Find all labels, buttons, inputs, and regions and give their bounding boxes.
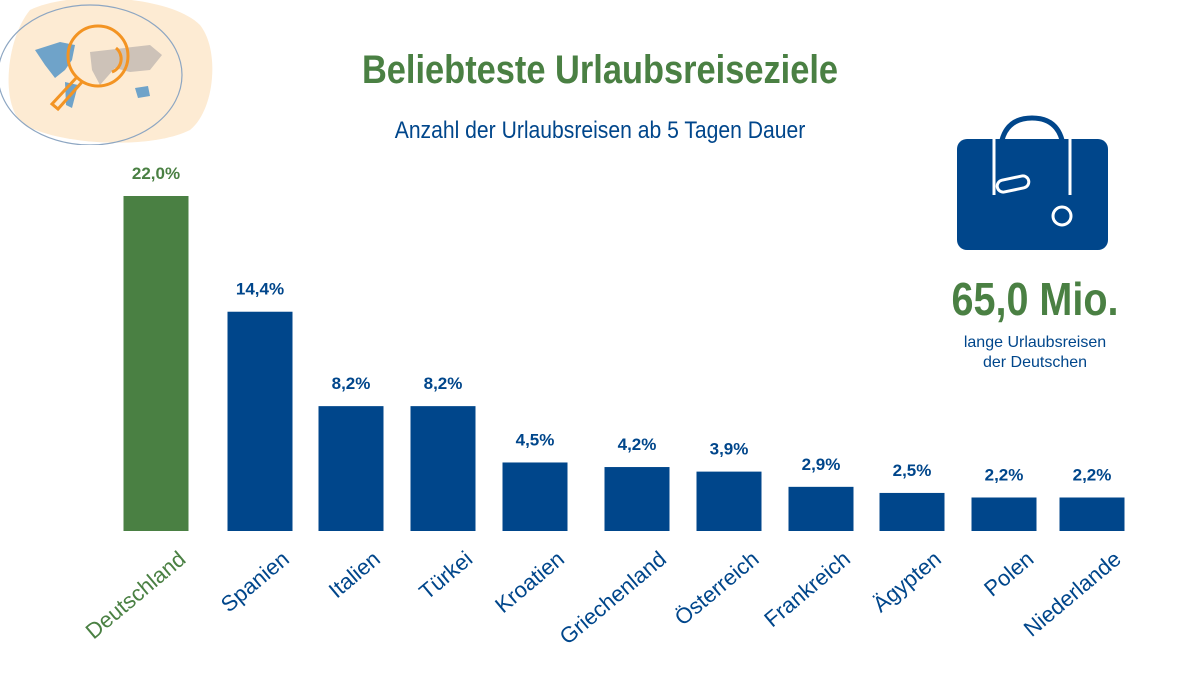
bar-polen xyxy=(971,497,1037,531)
bar-österreich xyxy=(696,471,762,531)
world-map-magnifier-icon xyxy=(0,0,213,145)
data-label: 2,5% xyxy=(893,461,932,480)
data-label: 2,2% xyxy=(1073,466,1112,485)
bar-deutschland xyxy=(123,196,189,531)
data-label: 4,5% xyxy=(516,430,555,449)
bar-ägypten xyxy=(879,492,945,531)
bar-spanien xyxy=(227,311,293,531)
data-label: 2,9% xyxy=(802,455,841,474)
total-trips-label-line1: lange Urlaubsreisen xyxy=(963,334,1107,351)
data-label: 3,9% xyxy=(710,440,749,459)
chart-subtitle: Anzahl der Urlaubsreisen ab 5 Tagen Daue… xyxy=(394,117,806,144)
data-label: 2,2% xyxy=(985,466,1024,485)
total-trips-value: 65,0 Mio. xyxy=(951,273,1119,325)
suitcase-icon xyxy=(957,115,1108,250)
data-label: 4,2% xyxy=(618,435,657,454)
bar-frankreich xyxy=(788,486,854,531)
bar-griechenland xyxy=(604,467,670,531)
data-label: 14,4% xyxy=(236,280,284,299)
bar-italien xyxy=(318,406,384,531)
bar-niederlande xyxy=(1059,497,1125,531)
data-label: 8,2% xyxy=(332,374,371,393)
bar-türkei xyxy=(410,406,476,531)
bar-kroatien xyxy=(502,462,568,531)
data-label: 8,2% xyxy=(424,374,463,393)
chart-title: Beliebteste Urlaubsreiseziele xyxy=(361,48,839,92)
data-label: 22,0% xyxy=(132,164,180,183)
total-trips-label-line2: der Deutschen xyxy=(982,354,1088,371)
total-trips-label: lange Urlaubsreisen der Deutschen xyxy=(900,333,1170,373)
